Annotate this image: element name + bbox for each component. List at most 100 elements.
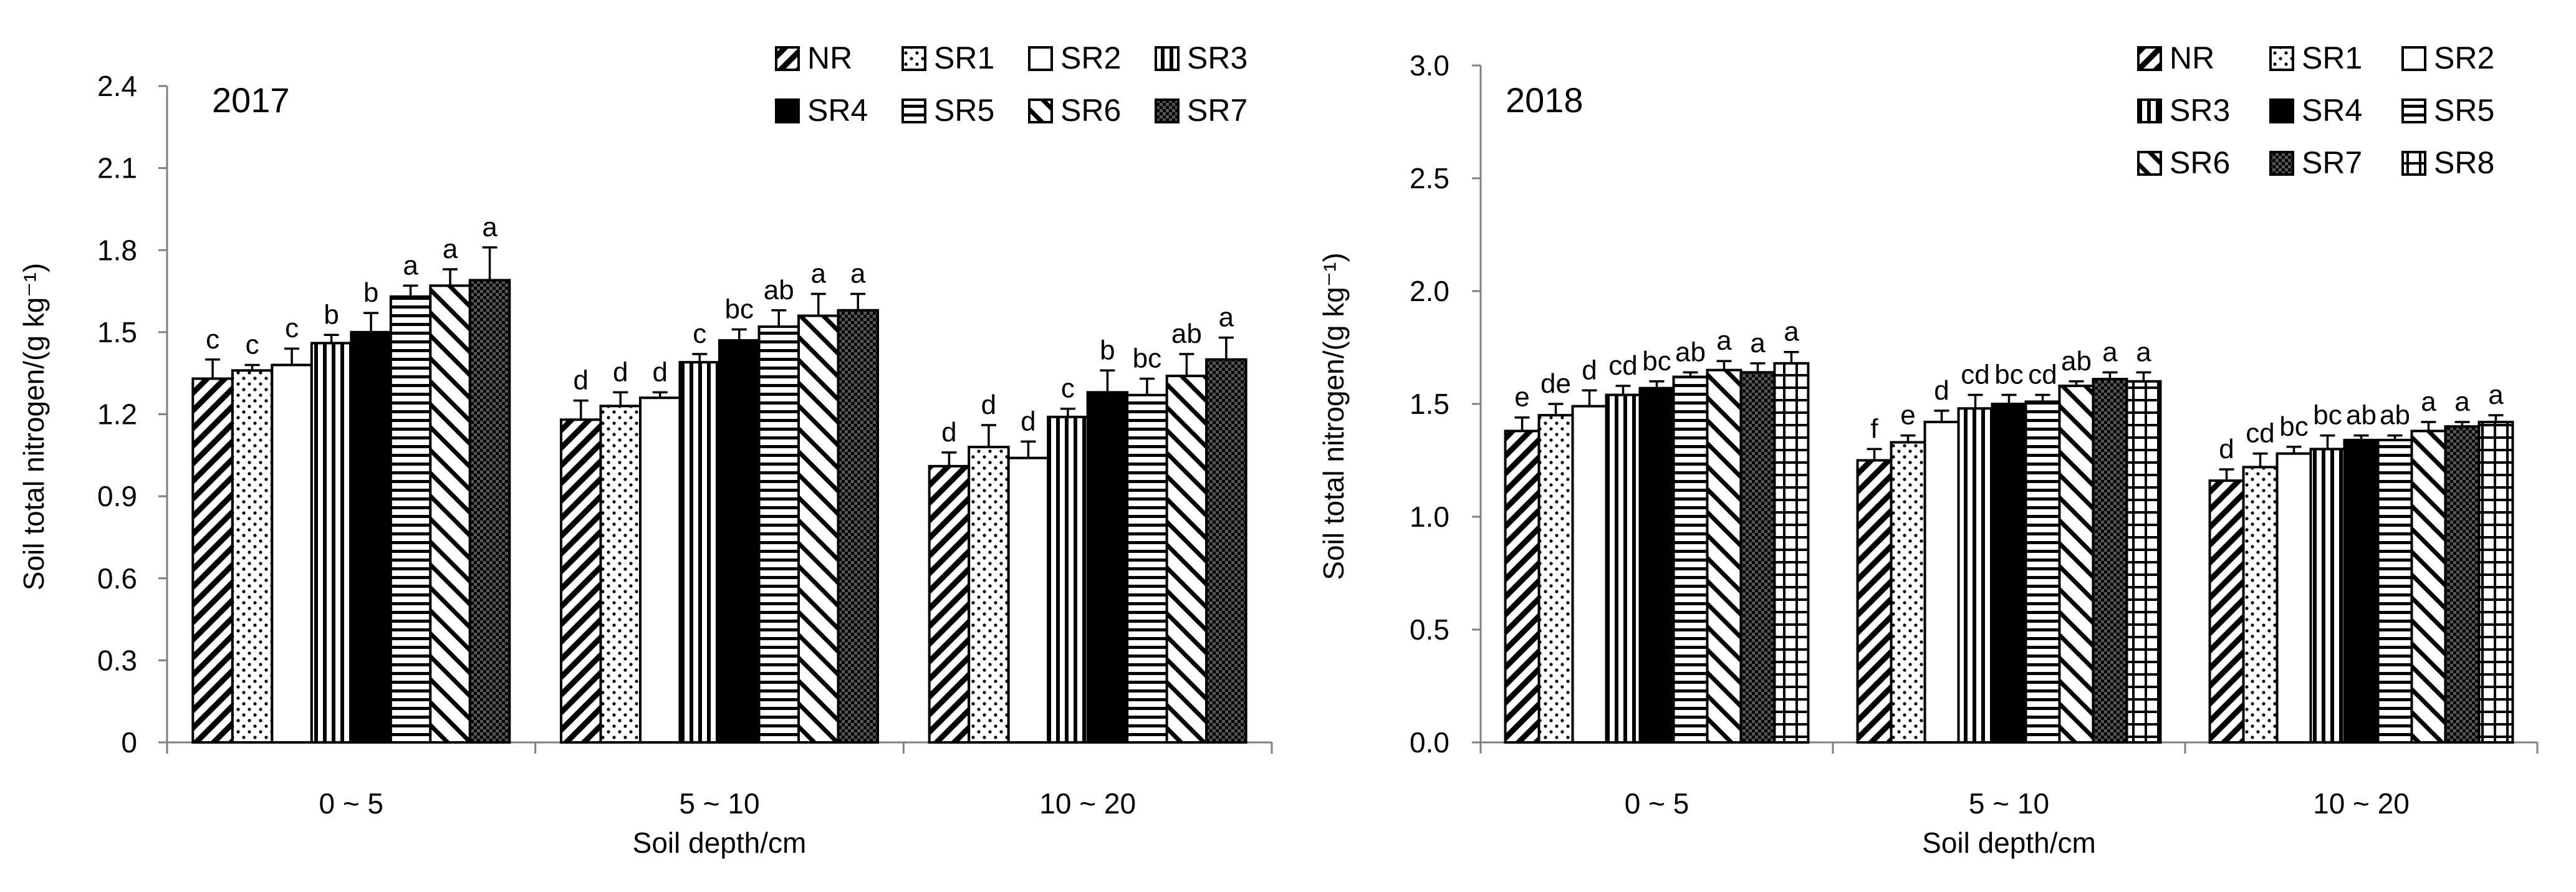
bar-SR2-0 xyxy=(1571,405,1608,744)
significance-letter: a xyxy=(403,250,418,281)
bar-SR4-2 xyxy=(2343,438,2380,744)
legend-label: SR4 xyxy=(2302,93,2362,128)
legend-label: SR1 xyxy=(934,41,994,75)
significance-letter: a xyxy=(1784,317,1799,347)
y-tick-label: 0.6 xyxy=(97,562,137,595)
significance-letter: d xyxy=(1582,355,1597,385)
bar-SR5-0 xyxy=(1672,375,1709,744)
bar-NR-2 xyxy=(928,464,971,744)
significance-letter: e xyxy=(1514,382,1529,413)
y-tick-label: 2.5 xyxy=(1410,162,1449,194)
significance-letter: f xyxy=(1870,413,1878,444)
bar-SR7-0 xyxy=(468,279,511,744)
bar-SR7-2 xyxy=(2444,425,2481,744)
legend-label: SR2 xyxy=(1060,41,1121,75)
bar-SR6-2 xyxy=(2410,429,2447,744)
legend-swatch-SR2 xyxy=(2401,46,2426,71)
significance-letter: d xyxy=(2219,434,2234,464)
bar-SR1-0 xyxy=(231,369,274,744)
significance-letter: ab xyxy=(1675,337,1706,367)
bar-SR8-2 xyxy=(2477,420,2514,744)
significance-letter: bc xyxy=(1994,360,2023,390)
significance-letter: a xyxy=(2102,337,2118,367)
bar-SR2-1 xyxy=(639,396,681,744)
y-tick-label: 2.4 xyxy=(97,70,137,102)
x-category-label: 5 ~ 10 xyxy=(679,787,759,820)
legend-label: SR6 xyxy=(2170,145,2230,180)
bar-SR4-1 xyxy=(718,339,761,744)
significance-letter: bc xyxy=(1133,343,1161,373)
legend: NR SR1 SR2 SR3 SR4 SR5 SR6 SR7 xyxy=(775,41,1247,128)
bar-SR4-2 xyxy=(1086,391,1129,744)
significance-letter: a xyxy=(2454,386,2470,417)
legend-swatch-SR2 xyxy=(1028,46,1053,71)
x-category-label: 10 ~ 20 xyxy=(1039,787,1136,820)
bar-SR3-0 xyxy=(1605,393,1641,744)
significance-letter: cd xyxy=(1608,350,1637,381)
chart-title: 2018 xyxy=(1506,80,1584,120)
legend-swatch-SR5 xyxy=(2401,98,2426,123)
legend-swatch-SR1 xyxy=(2269,46,2294,71)
y-tick-label: 1.8 xyxy=(97,234,137,266)
significance-letter: bc xyxy=(2279,411,2308,442)
bar-SR2-0 xyxy=(271,363,313,744)
bar-SR3-1 xyxy=(1957,407,1994,744)
bar-NR-1 xyxy=(1856,459,1893,744)
significance-letter: ab xyxy=(2346,400,2377,431)
legend-label: NR xyxy=(807,41,852,75)
y-axis-title: Soil total nitrogen/(g kg⁻¹) xyxy=(1317,252,1350,580)
significance-letter: a xyxy=(2421,386,2436,417)
y-tick-label: 2.0 xyxy=(1410,275,1449,307)
chart-panel-2018: 0.00.51.01.52.02.53.0e de d cd bc ab a a a0 ~ 5f… xyxy=(1317,41,2539,859)
y-tick-label: 1.0 xyxy=(1410,501,1449,533)
legend-label: SR8 xyxy=(2434,145,2494,180)
bar-SR3-1 xyxy=(678,361,721,744)
bar-SR7-2 xyxy=(1205,358,1247,744)
y-tick-label: 0 xyxy=(121,726,137,759)
legend-swatch-SR3 xyxy=(2137,98,2162,123)
significance-letter: d xyxy=(981,390,996,420)
legend-label: SR7 xyxy=(2302,145,2362,180)
significance-letter: bc xyxy=(725,294,754,324)
bar-SR7-1 xyxy=(2092,378,2128,744)
significance-letter: ab xyxy=(2061,346,2092,376)
significance-letter: de xyxy=(1540,368,1571,399)
bar-SR5-1 xyxy=(2024,400,2061,744)
legend-swatch-SR6 xyxy=(2137,151,2162,176)
significance-letter: a xyxy=(482,212,497,242)
legend-label: SR5 xyxy=(2434,93,2494,128)
chart-title: 2017 xyxy=(212,80,290,120)
bar-SR6-0 xyxy=(429,284,471,744)
legend-swatch-SR4 xyxy=(2269,98,2294,123)
bar-SR5-2 xyxy=(1126,393,1168,744)
significance-letter: a xyxy=(810,258,826,289)
significance-letter: d xyxy=(941,417,956,448)
y-axis-title: Soil total nitrogen/(g kg⁻¹) xyxy=(17,263,50,590)
significance-letter: d xyxy=(613,357,628,387)
significance-letter: b xyxy=(1100,335,1115,365)
significance-letter: c xyxy=(693,319,706,349)
bar-SR1-2 xyxy=(2242,466,2279,744)
significance-letter: cd xyxy=(2246,418,2274,449)
legend-label: SR7 xyxy=(1187,93,1247,128)
significance-letter: cd xyxy=(1961,360,1989,390)
significance-letter: a xyxy=(850,258,866,289)
legend-label: SR4 xyxy=(807,93,868,128)
legend-swatch-SR6 xyxy=(1028,98,1053,123)
x-category-label: 0 ~ 5 xyxy=(319,787,384,820)
bar-SR6-1 xyxy=(797,314,840,744)
y-tick-label: 1.2 xyxy=(97,398,137,431)
significance-letter: a xyxy=(1219,302,1234,333)
x-category-label: 0 ~ 5 xyxy=(1625,787,1689,820)
bar-NR-0 xyxy=(191,377,234,744)
significance-letter: ab xyxy=(1171,319,1202,349)
significance-letter: c xyxy=(285,313,299,343)
bar-SR3-0 xyxy=(310,342,353,744)
y-tick-label: 0.3 xyxy=(97,644,137,676)
bar-SR3-2 xyxy=(2309,448,2346,744)
significance-letter: c xyxy=(246,330,259,360)
bar-SR5-0 xyxy=(389,295,432,744)
